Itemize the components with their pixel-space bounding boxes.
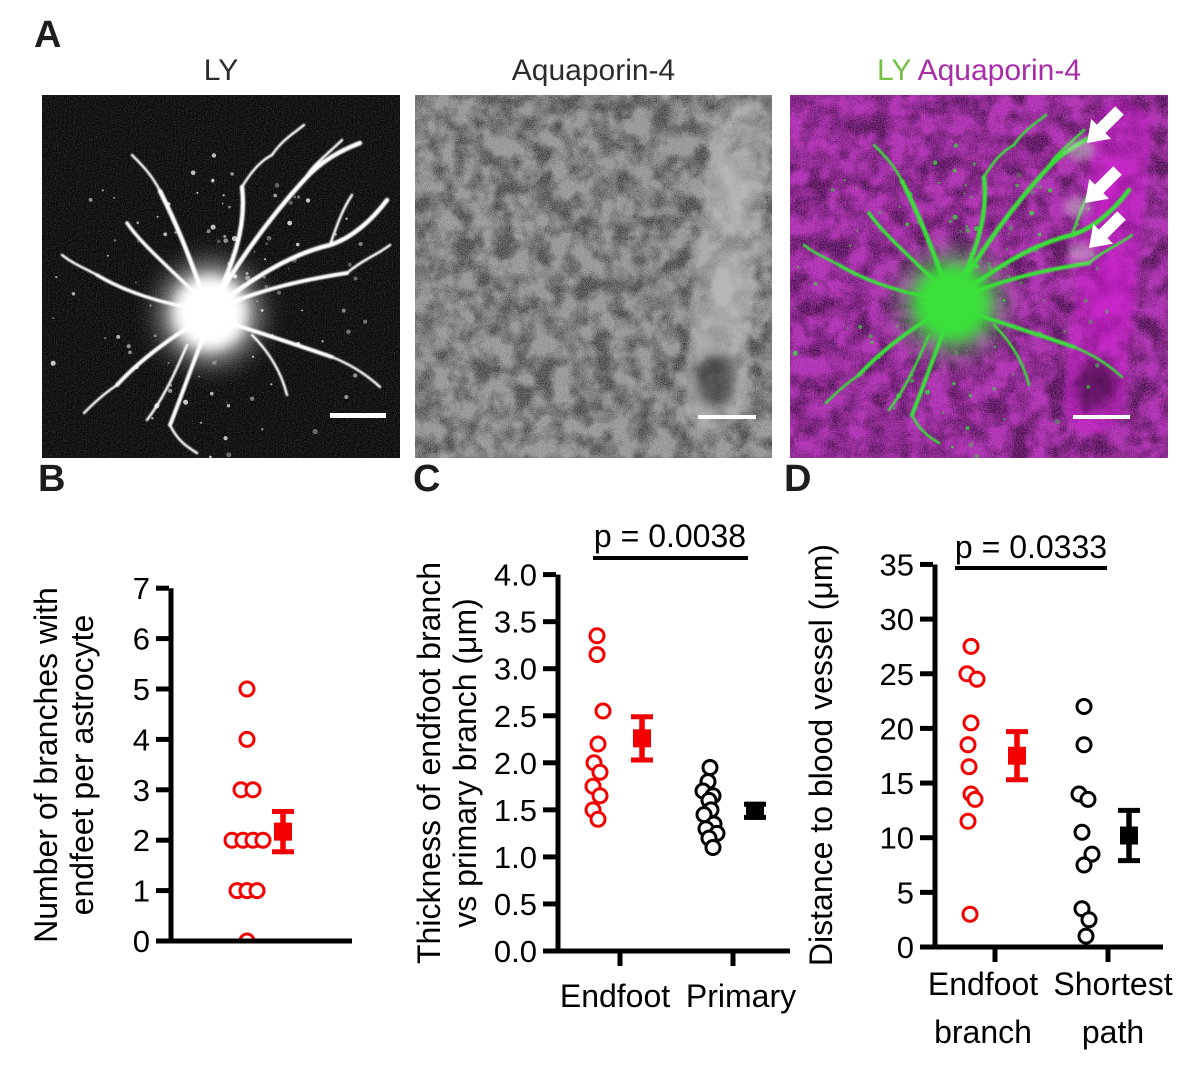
y-tick-label: 5 bbox=[133, 672, 150, 707]
data-point bbox=[254, 831, 272, 849]
y-tick-label: 3.0 bbox=[494, 652, 537, 687]
data-point bbox=[248, 882, 266, 900]
data-point bbox=[1075, 698, 1093, 715]
mean-sem-marker bbox=[631, 714, 653, 763]
chart-branches-per-astrocyte: 0 1 2 3 4 5 6 7 Number of branches with endfeet p… bbox=[28, 571, 352, 959]
image-title-aqp4: Aquaporin-4 bbox=[511, 54, 676, 87]
data-point bbox=[591, 787, 609, 805]
y-tick-label: 25 bbox=[880, 657, 914, 692]
data-point bbox=[960, 758, 978, 776]
data-point bbox=[238, 730, 256, 748]
y-tick-label: 0.0 bbox=[494, 934, 537, 969]
y-tick-label: 0 bbox=[133, 924, 150, 959]
y-tick-label: 4 bbox=[133, 722, 150, 757]
micrograph-aquaporin4 bbox=[415, 95, 772, 458]
image-title-merge: LY Aquaporin-4 bbox=[790, 54, 1168, 88]
mean-sem-marker bbox=[272, 808, 294, 855]
category-label: branch bbox=[934, 1014, 1032, 1050]
data-point bbox=[1083, 845, 1101, 863]
micrograph-merge bbox=[790, 95, 1168, 458]
axes: 0.0 0.5 1.0 1.5 2.0 2.5 3.0 3.5 4.0 bbox=[494, 558, 790, 969]
axes: 0 1 2 3 4 5 6 7 bbox=[133, 571, 352, 959]
scale-bar bbox=[698, 415, 756, 419]
y-tick-label: 30 bbox=[880, 602, 914, 637]
data-points-layer bbox=[223, 680, 272, 941]
y-tick-label: 2.0 bbox=[494, 746, 537, 781]
y-axis-title: vs primary branch (μm) bbox=[447, 598, 483, 928]
y-tick-label: 2.5 bbox=[494, 699, 537, 734]
data-point bbox=[704, 839, 722, 856]
y-tick-label: 6 bbox=[133, 622, 150, 657]
panel-label-b: B bbox=[38, 458, 66, 500]
scale-bar bbox=[1073, 415, 1130, 419]
scale-bar bbox=[330, 413, 386, 418]
data-point bbox=[966, 790, 984, 808]
mean-sem-marker bbox=[1006, 729, 1028, 783]
data-point bbox=[1073, 823, 1091, 841]
data-point bbox=[244, 781, 262, 799]
data-point bbox=[594, 702, 612, 720]
category-label: Shortest bbox=[1053, 966, 1172, 1002]
y-tick-label: 15 bbox=[880, 766, 914, 801]
p-value-label: p = 0.0333 bbox=[955, 529, 1107, 565]
y-tick-label: 7 bbox=[133, 571, 150, 606]
y-tick-label: 5 bbox=[897, 875, 914, 910]
data-point bbox=[588, 646, 606, 664]
y-axis-title: Thickness of endfoot branch bbox=[411, 562, 447, 964]
data-point bbox=[959, 812, 977, 830]
y-tick-label: 35 bbox=[880, 547, 914, 582]
mean-sem-marker bbox=[744, 801, 766, 820]
data-point bbox=[1080, 911, 1098, 929]
data-points-layer bbox=[958, 637, 1101, 945]
y-tick-label: 3 bbox=[133, 773, 150, 808]
data-point bbox=[1075, 736, 1093, 754]
y-tick-label: 1.5 bbox=[494, 793, 537, 828]
y-axis-title: Number of branches with bbox=[28, 587, 64, 943]
panel-label-a: A bbox=[34, 14, 62, 56]
chart-distance-to-vessel: 0 5 10 15 20 25 30 35 Endfoot branch Shortest path D… bbox=[803, 529, 1173, 1050]
p-value-label: p = 0.0038 bbox=[594, 518, 746, 554]
category-label: Endfoot bbox=[928, 966, 1038, 1002]
category-label: Endfoot bbox=[560, 978, 670, 1014]
data-point bbox=[589, 810, 607, 828]
y-tick-label: 0.5 bbox=[494, 887, 537, 922]
y-tick-label: 3.5 bbox=[494, 605, 537, 640]
y-tick-label: 2 bbox=[133, 823, 150, 858]
data-points-layer bbox=[584, 627, 726, 856]
data-point bbox=[962, 637, 980, 655]
panel-label-d: D bbox=[784, 458, 812, 500]
data-point bbox=[1077, 927, 1095, 945]
image-title-ly: LY bbox=[203, 54, 239, 87]
category-label: Primary bbox=[686, 978, 796, 1014]
chart-branch-thickness: 0.0 0.5 1.0 1.5 2.0 2.5 3.0 3.5 4.0 Endfoot Primar… bbox=[411, 518, 796, 1014]
category-label: path bbox=[1082, 1014, 1144, 1050]
panel-label-c: C bbox=[413, 458, 441, 500]
data-point bbox=[591, 763, 609, 781]
y-axis-title: endfeet per astrocyte bbox=[64, 615, 100, 916]
y-tick-label: 0 bbox=[897, 930, 914, 965]
data-point bbox=[962, 714, 980, 732]
y-tick-label: 1 bbox=[133, 874, 150, 909]
data-point bbox=[961, 905, 979, 923]
micrograph-ly bbox=[42, 95, 400, 458]
data-point bbox=[238, 680, 256, 698]
data-point bbox=[959, 736, 977, 754]
data-point bbox=[1075, 856, 1093, 874]
data-point bbox=[1079, 790, 1097, 808]
y-tick-label: 20 bbox=[880, 711, 914, 746]
data-point bbox=[588, 627, 606, 645]
y-tick-label: 1.0 bbox=[494, 840, 537, 875]
y-tick-label: 10 bbox=[880, 821, 914, 856]
axes: 0 5 10 15 20 25 30 35 bbox=[880, 547, 1163, 965]
mean-sem-marker bbox=[1118, 807, 1140, 864]
merge-title-aqp4: Aquaporin-4 bbox=[917, 54, 1082, 87]
y-tick-label: 4.0 bbox=[494, 558, 537, 593]
data-point bbox=[968, 670, 986, 688]
y-axis-title: Distance to blood vessel (μm) bbox=[803, 544, 839, 966]
merge-title-ly: LY bbox=[876, 54, 911, 87]
data-point bbox=[589, 735, 607, 753]
data-point bbox=[701, 759, 719, 776]
